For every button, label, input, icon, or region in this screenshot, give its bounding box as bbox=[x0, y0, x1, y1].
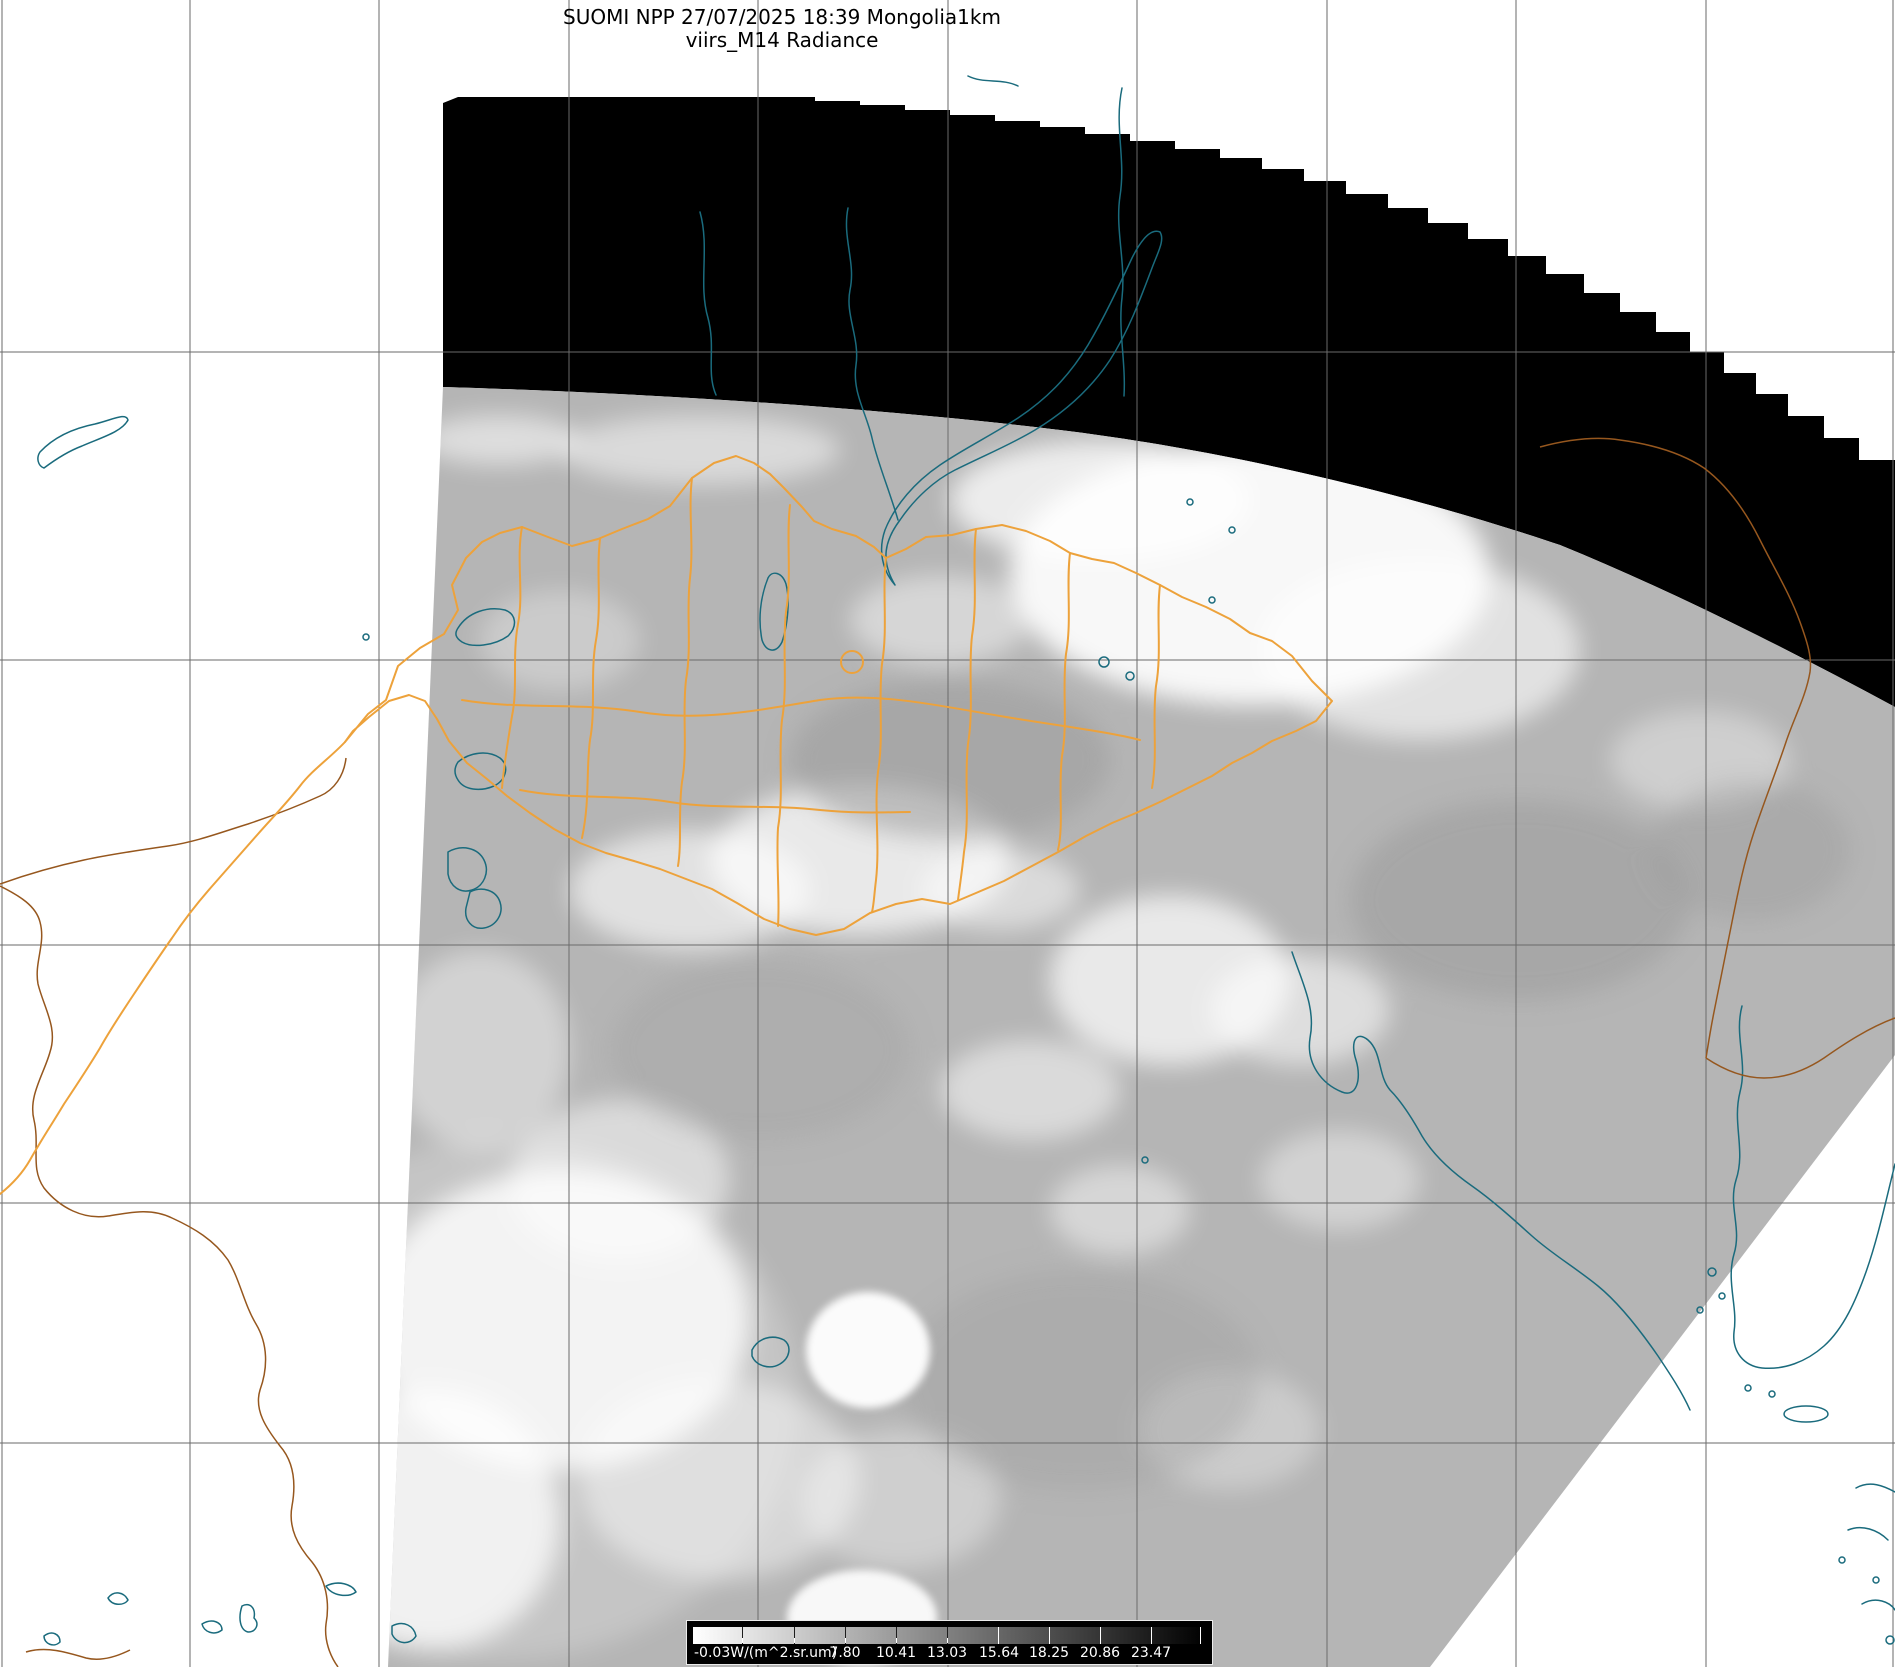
colorbar-segment-divider bbox=[845, 1627, 846, 1644]
colorbar-tick bbox=[794, 1638, 795, 1643]
colorbar-segment-divider bbox=[1100, 1627, 1101, 1644]
title-line-1: SUOMI NPP 27/07/2025 18:39 Mongolia1km bbox=[563, 5, 1001, 29]
aimag-border-horizontal bbox=[519, 789, 911, 814]
small-lake bbox=[362, 633, 370, 641]
night-swath bbox=[443, 97, 1895, 707]
border-nk bbox=[1705, 1017, 1895, 1079]
aimag-border bbox=[501, 526, 523, 789]
border-amur bbox=[1539, 437, 1812, 1059]
radiance-colorbar: -0.03W/(m^2.sr.um) 7.80 10.41 13.03 15.64 18… bbox=[686, 1620, 1213, 1665]
island bbox=[1838, 1556, 1846, 1564]
lake-uvs bbox=[455, 608, 516, 647]
border-layer-orange bbox=[0, 455, 1333, 1195]
colorbar-segment-divider bbox=[1049, 1627, 1050, 1644]
lake-china bbox=[751, 1336, 790, 1368]
japan-coast-bits bbox=[1861, 1599, 1895, 1611]
small-lake bbox=[1186, 498, 1194, 506]
colorbar-labels: -0.03W/(m^2.sr.um) 7.80 10.41 13.03 15.64 18… bbox=[693, 1645, 1206, 1662]
colorbar-gradient-strip bbox=[693, 1627, 1206, 1644]
island bbox=[1744, 1384, 1752, 1392]
island bbox=[1696, 1306, 1704, 1314]
coastline-layer bbox=[37, 75, 1895, 1646]
bohai-coast bbox=[1291, 951, 1691, 1411]
aimag-border bbox=[776, 504, 791, 927]
island bbox=[43, 1632, 61, 1646]
island bbox=[1872, 1576, 1880, 1584]
colorbar-tick bbox=[896, 1638, 897, 1643]
river-angara bbox=[845, 207, 899, 521]
small-lake bbox=[1125, 671, 1135, 681]
small-lake bbox=[1228, 526, 1236, 534]
colorbar-segment-divider bbox=[742, 1627, 743, 1644]
colorbar-segment-divider bbox=[794, 1627, 795, 1644]
island bbox=[107, 1592, 129, 1605]
border-west-long bbox=[0, 885, 339, 1667]
aimag-border bbox=[871, 557, 887, 913]
small-lake bbox=[1141, 1156, 1149, 1164]
lake-kharus-2 bbox=[464, 888, 502, 929]
border-west-upper bbox=[0, 757, 347, 885]
colorbar-tick-label: 7.80 bbox=[829, 1645, 861, 1661]
river-selenga bbox=[1117, 87, 1126, 397]
image-title: SUOMI NPP 27/07/2025 18:39 Mongolia1km v… bbox=[0, 6, 1564, 52]
small-lake bbox=[1208, 596, 1216, 604]
island bbox=[1885, 1635, 1895, 1645]
aimag-border-horizontal bbox=[461, 696, 1141, 741]
lake-kharus bbox=[447, 847, 488, 892]
colorbar-segment-divider bbox=[998, 1627, 999, 1644]
colorbar-tick bbox=[742, 1638, 743, 1643]
lake-khovsgol bbox=[759, 572, 789, 651]
korea-coast bbox=[1730, 1005, 1895, 1370]
colorbar-tick-label: 23.47 bbox=[1130, 1645, 1172, 1661]
island bbox=[1768, 1390, 1776, 1398]
small-lake bbox=[1098, 656, 1110, 668]
island bbox=[201, 1620, 223, 1634]
island bbox=[1718, 1292, 1726, 1300]
mongolia-outline bbox=[344, 455, 1333, 936]
colorbar-segment-divider bbox=[1200, 1627, 1201, 1644]
colorbar-segment-divider bbox=[1151, 1627, 1152, 1644]
jeju-island bbox=[1783, 1405, 1829, 1423]
colorbar-tick-label: 13.03 bbox=[926, 1645, 968, 1661]
title-line-2: viirs_M14 Radiance bbox=[685, 28, 879, 52]
island bbox=[325, 1582, 357, 1597]
border-southwest bbox=[0, 741, 346, 1195]
river-north bbox=[699, 211, 717, 396]
colorbar-unit-label: -0.03W/(m^2.sr.um) bbox=[694, 1645, 838, 1661]
lake-zaysan bbox=[37, 415, 129, 469]
colorbar-segment-divider bbox=[947, 1627, 948, 1644]
coast-bottom-left bbox=[25, 1648, 131, 1661]
colorbar-tick-label: 10.41 bbox=[875, 1645, 917, 1661]
lake-baikal bbox=[880, 230, 1163, 586]
river-top-squiggle bbox=[967, 75, 1019, 87]
colorbar-segment-divider bbox=[896, 1627, 897, 1644]
colorbar-tick-label: 18.25 bbox=[1028, 1645, 1070, 1661]
japan-coast-bits bbox=[1855, 1483, 1895, 1493]
border-layer-brown bbox=[0, 437, 1895, 1667]
colorbar-tick bbox=[998, 1638, 999, 1643]
japan-coast-bits bbox=[1847, 1526, 1889, 1541]
aimag-border bbox=[581, 538, 601, 839]
colorbar-tick bbox=[1100, 1638, 1101, 1643]
colorbar-tick bbox=[1151, 1638, 1152, 1643]
colorbar-tick bbox=[947, 1638, 948, 1643]
island bbox=[1707, 1267, 1717, 1277]
island bbox=[239, 1604, 258, 1633]
colorbar-tick bbox=[1049, 1638, 1050, 1643]
aimag-border bbox=[1057, 552, 1071, 851]
colorbar-tick-label: 20.86 bbox=[1079, 1645, 1121, 1661]
colorbar-tick bbox=[845, 1638, 846, 1643]
aimag-enclave bbox=[840, 650, 864, 674]
island bbox=[391, 1622, 417, 1644]
aimag-border bbox=[1151, 584, 1161, 789]
colorbar-tick bbox=[1200, 1638, 1201, 1643]
aimag-border bbox=[957, 528, 977, 901]
colorbar-tick-label: 15.64 bbox=[978, 1645, 1020, 1661]
